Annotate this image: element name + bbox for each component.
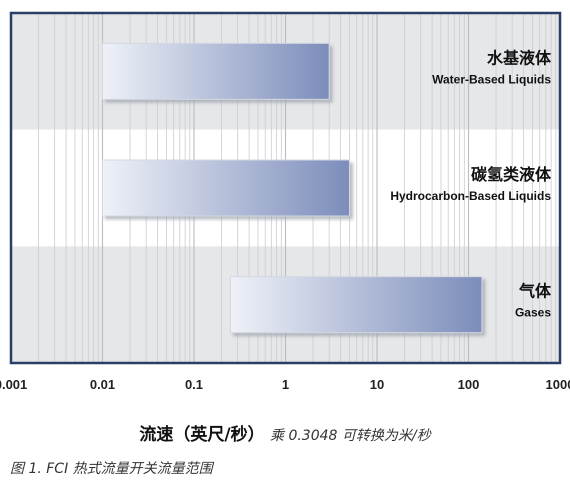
category-label-en: Gases (515, 306, 551, 320)
x-tick-label: 100 (458, 377, 480, 392)
x-axis-label: 流速（英尺/秒） 乘 0.3048 可转换为米/秒 (0, 420, 570, 445)
x-tick-label: 0.001 (0, 377, 27, 392)
category-label-cn: 气体 (518, 282, 552, 301)
category-label-cn: 碳氢类液体 (471, 165, 552, 184)
x-tick-label: 0.01 (90, 377, 115, 392)
x-axis-conversion-note: 乘 0.3048 可转换为米/秒 (270, 428, 431, 444)
range-chart: 水基液体 Water-Based Liquids 碳氢类液体 Hydrocarbon-… (0, 11, 570, 392)
x-axis-title: 流速（英尺/秒） (139, 425, 265, 445)
range-bar-2 (229, 276, 483, 334)
x-tick-label: 1 (282, 377, 289, 392)
category-label-en: Hydrocarbon-Based Liquids (390, 189, 551, 203)
x-tick-label: 1000 (546, 377, 570, 392)
range-bar-1 (102, 159, 350, 217)
range-bar-0 (102, 42, 330, 100)
figure-caption: 图 1. FCI 热式流量开关流量范围 (10, 461, 213, 477)
category-label-cn: 水基液体 (487, 48, 552, 67)
plot-frame (9, 11, 562, 365)
category-label-en: Water-Based Liquids (432, 72, 551, 86)
x-tick-label: 0.1 (185, 377, 203, 392)
x-tick-label: 10 (370, 377, 384, 392)
